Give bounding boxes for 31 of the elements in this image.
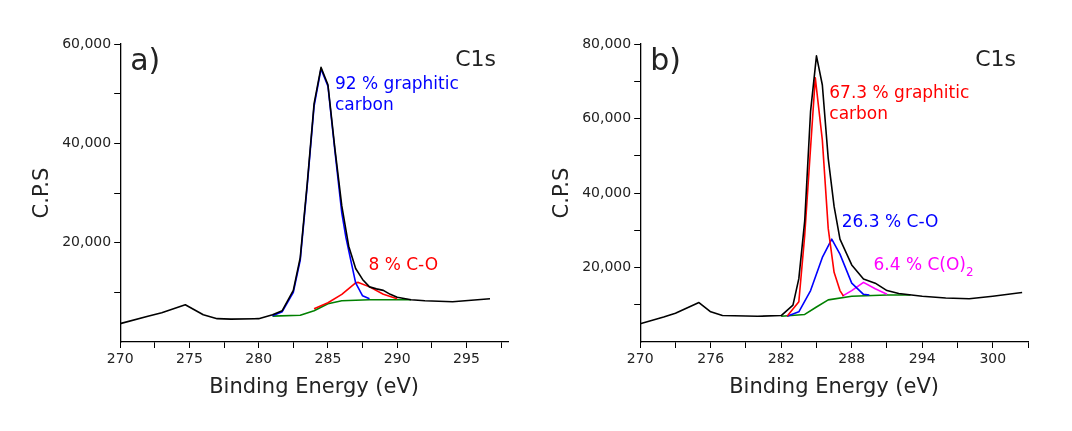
annotation: b) [650,42,681,77]
y-tick-label: 40,000 [582,183,632,200]
series-label: 67.3 % graphitic carbon [829,81,970,123]
x-tick-label: 294 [908,350,936,367]
series-label: 8 % C-O [368,254,439,275]
x-tick-label: 275 [176,350,203,367]
annotation: a) [130,42,161,77]
y-tick-label: 80,000 [582,34,632,51]
y-tick-label: 40,000 [62,133,112,150]
y-axis-title: C.P.S [29,167,54,219]
series-label: 26.3 % C-O [841,211,939,232]
x-axis-title: Binding Energy (eV) [209,373,420,398]
annotation: C1s [455,46,497,71]
x-tick-label: 300 [979,350,1007,367]
y-tick-label: 20,000 [62,233,112,250]
x-tick-label: 276 [697,350,725,367]
x-tick-label: 270 [626,350,654,367]
y-tick-label: 60,000 [62,34,112,51]
x-axis-title: Binding Energy (eV) [729,373,940,398]
annotation: C1s [975,46,1017,71]
y-axis-title: C.P.S [549,167,574,219]
series-label: 92 % graphitic carbon [335,72,459,114]
y-tick-label: 20,000 [582,258,632,275]
x-tick-label: 288 [838,350,866,367]
x-tick-label: 270 [106,350,134,367]
x-tick-label: 285 [314,350,342,367]
x-tick-label: 290 [383,350,411,367]
x-tick-label: 282 [767,350,795,367]
x-tick-label: 295 [453,350,480,367]
y-tick-label: 60,000 [582,109,632,126]
x-tick-label: 280 [245,350,273,367]
